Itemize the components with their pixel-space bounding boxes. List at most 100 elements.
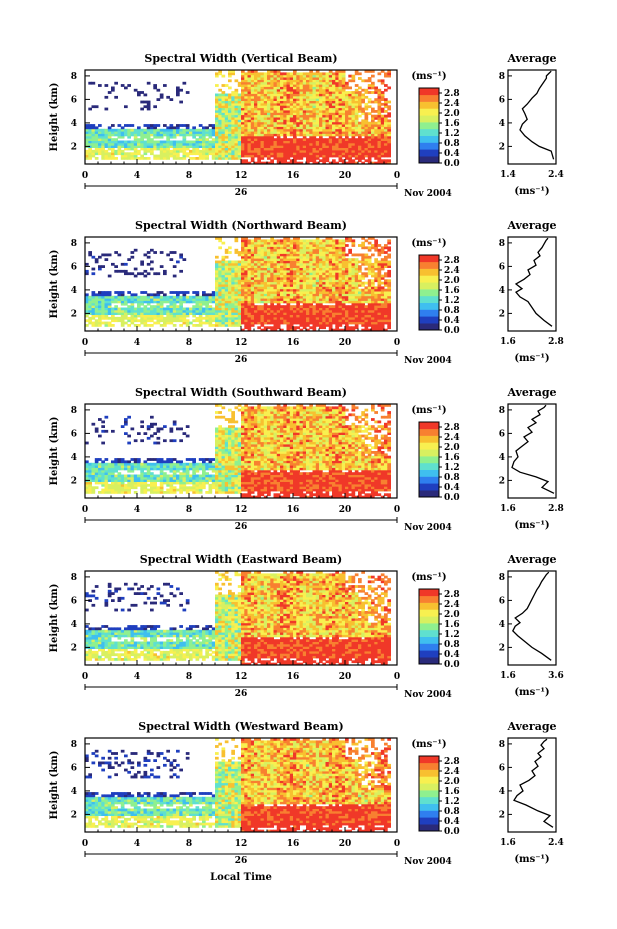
heatmap-cell (257, 286, 261, 290)
heatmap-cell (195, 312, 200, 315)
heatmap-cell (338, 272, 343, 276)
heatmap-cell (348, 91, 352, 94)
heatmap-cell (137, 152, 141, 156)
heatmap-cell (153, 154, 157, 158)
heatmap-cell (146, 309, 151, 313)
heatmap-cell (315, 316, 320, 320)
heatmap-cell (348, 277, 352, 280)
heatmap-cell (111, 88, 115, 92)
heatmap-cell (247, 154, 252, 158)
heatmap-cell (254, 279, 258, 283)
heatmap-cell (315, 300, 320, 304)
heatmap-cell (104, 298, 109, 301)
heatmap-cell (176, 319, 180, 323)
heatmap-cell (247, 124, 252, 127)
heatmap-cell (293, 133, 297, 137)
heatmap-cell (322, 286, 326, 290)
heatmap-cell (289, 272, 294, 276)
heatmap-cell (267, 288, 271, 292)
heatmap-cell (153, 316, 157, 320)
heatmap-cell (309, 100, 313, 104)
heatmap-cell (380, 316, 385, 320)
heatmap-cell (280, 277, 284, 280)
heatmap-cell (218, 157, 222, 160)
heatmap-cell (351, 305, 356, 308)
heatmap-cell (270, 288, 274, 292)
heatmap-cell (176, 309, 180, 313)
heatmap-cell (380, 70, 385, 73)
heatmap-cell (384, 100, 388, 104)
day-label: 26 (235, 188, 248, 198)
heatmap-cell (218, 269, 222, 273)
heatmap-cell (351, 128, 356, 132)
heatmap-cell (354, 260, 359, 264)
heatmap-cell (163, 152, 167, 156)
heatmap-cell (146, 126, 151, 130)
heatmap-cell (364, 126, 369, 130)
heatmap-cell (91, 295, 96, 299)
heatmap-cell (338, 321, 343, 325)
heatmap-cell (267, 300, 271, 304)
heatmap-cell (257, 307, 261, 311)
heatmap-cell (280, 314, 284, 318)
heatmap-cell (228, 262, 232, 266)
heatmap-cell (351, 121, 356, 125)
heatmap-cell (384, 288, 388, 292)
heatmap-cell (335, 102, 339, 106)
heatmap-cell (124, 133, 128, 137)
heatmap-cell (377, 79, 382, 83)
heatmap-cell (88, 133, 92, 137)
heatmap-cell (286, 93, 291, 97)
heatmap-cell (367, 140, 372, 144)
heatmap-cell (218, 112, 222, 116)
heatmap-cell (124, 142, 128, 146)
heatmap-cell (338, 114, 343, 118)
heatmap-cell (228, 291, 232, 294)
heatmap-cell (315, 126, 320, 130)
heatmap-cell (228, 298, 232, 301)
heatmap-cell (335, 93, 339, 97)
heatmap-cell (341, 284, 346, 287)
heatmap-cell (267, 251, 271, 254)
heatmap-cell (247, 277, 252, 280)
heatmap-cell (338, 100, 343, 104)
heatmap-cell (114, 291, 118, 294)
heatmap-cell (143, 105, 148, 109)
heatmap-cell (283, 135, 287, 139)
heatmap-cell (228, 74, 232, 78)
heatmap-cell (267, 305, 271, 308)
heatmap-cell (205, 138, 209, 141)
heatmap-cell (312, 93, 317, 97)
heatmap-cell (150, 126, 154, 130)
heatmap-cell (257, 291, 261, 294)
colorbar-tick-label: 2.4 (444, 99, 460, 109)
heatmap-cell (332, 102, 336, 106)
heatmap-cell (257, 81, 261, 85)
heatmap-cell (364, 114, 369, 118)
heatmap-cell (250, 321, 255, 325)
heatmap-cell (150, 131, 154, 134)
heatmap-cell (377, 248, 382, 252)
heatmap-cell (169, 251, 174, 254)
heatmap-cell (364, 255, 369, 259)
heatmap-cell (244, 131, 248, 134)
heatmap-cell (338, 154, 343, 158)
heatmap-cell (280, 246, 284, 250)
heatmap-cell (280, 295, 284, 299)
heatmap-cell (260, 293, 265, 297)
heatmap-cell (257, 152, 261, 156)
heatmap-cell (371, 274, 375, 278)
heatmap-cell (280, 133, 284, 137)
heatmap-cell (94, 260, 99, 264)
heatmap-cell (325, 286, 330, 290)
heatmap-cell (211, 154, 216, 158)
heatmap-cell (231, 284, 235, 287)
heatmap-cell (208, 307, 213, 311)
heatmap-cell (231, 142, 235, 146)
heatmap-cell (338, 253, 343, 257)
heatmap-cell (283, 81, 287, 85)
heatmap-cell (130, 131, 135, 134)
heatmap-cell (150, 133, 154, 137)
heatmap-cell (250, 74, 255, 78)
heatmap-cell (182, 142, 187, 146)
